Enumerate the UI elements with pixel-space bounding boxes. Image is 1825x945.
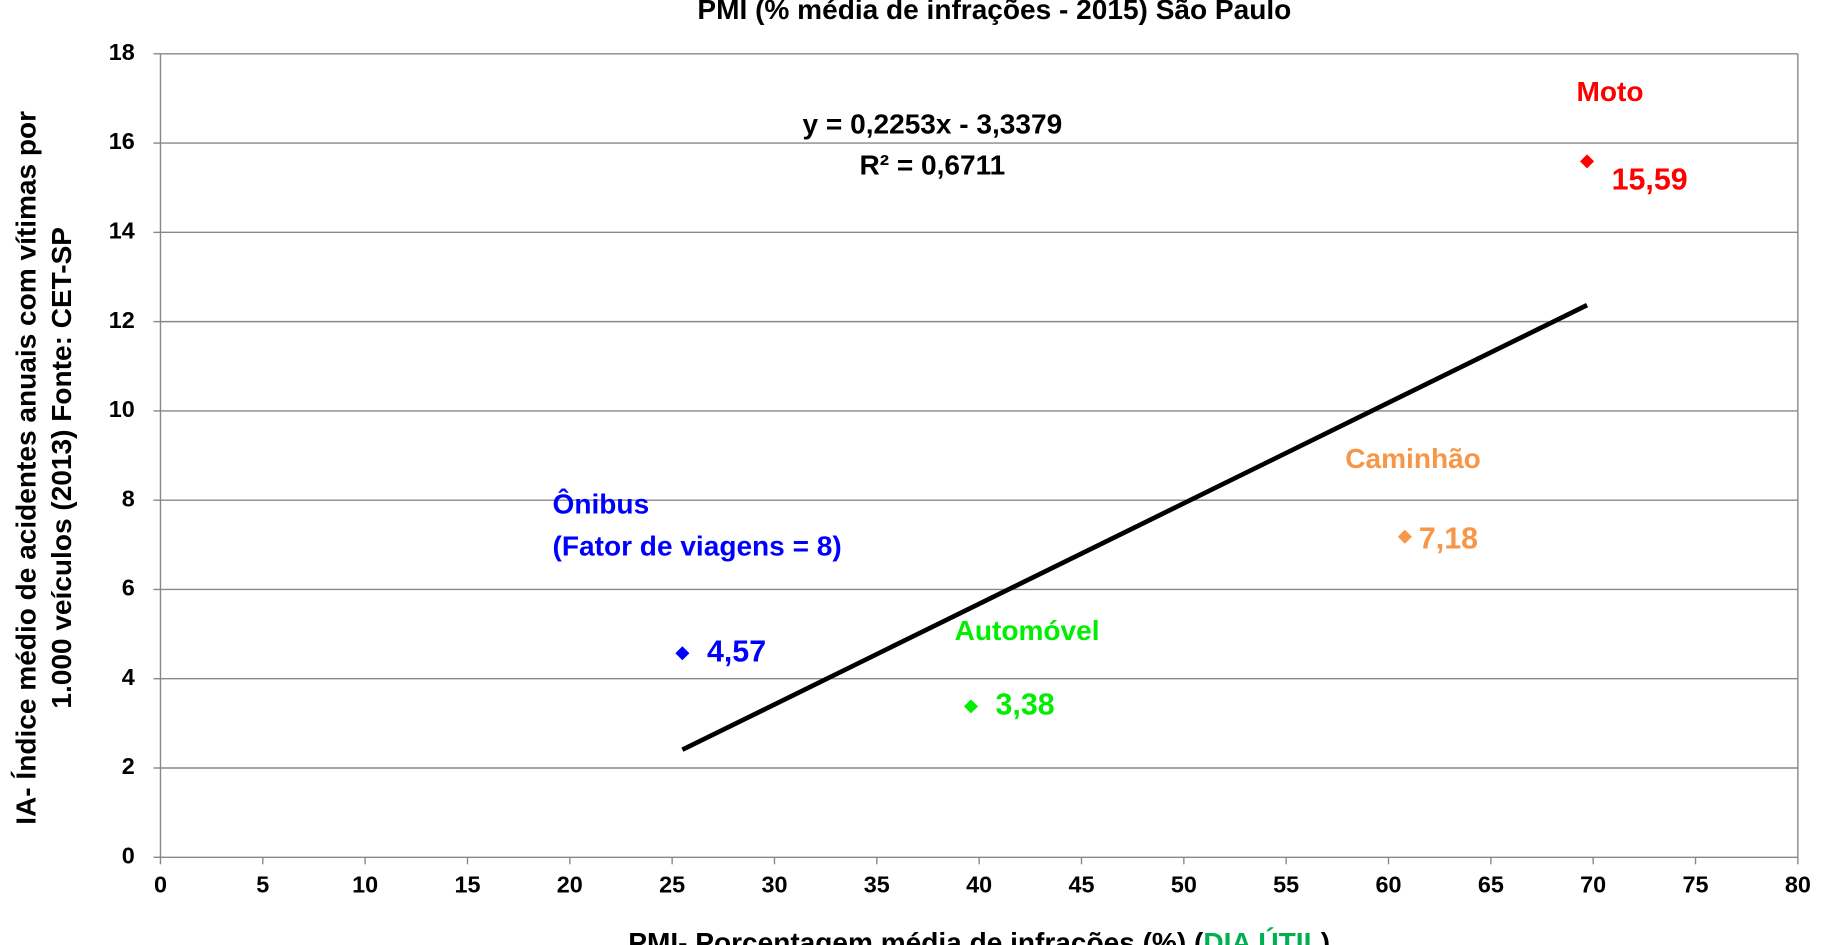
x-axis-label: PMI- Porcentagem média de infrações (%) … [628,927,1330,945]
x-tick-label: 25 [659,872,685,898]
x-tick-label: 10 [352,872,378,898]
y-label-line: IA- Índice médio de acidentes anuais com… [11,111,42,825]
x-tick-label: 0 [154,872,167,898]
value-label: 3,38 [996,687,1055,721]
y-tick-label: 8 [122,485,135,511]
x-label-part: PMI- Porcentagem média de infrações (%) … [628,927,1204,945]
y-tick-label: 16 [109,128,135,154]
point [1580,154,1595,169]
x-tick-label: 30 [761,872,787,898]
y-tick-label: 10 [109,396,135,422]
x-label-highlight: DIA ÚTIL [1203,927,1320,945]
x-tick-label: 35 [864,872,890,898]
y-tick-label: 2 [122,753,135,779]
x-tick-label: 80 [1785,872,1811,898]
x-tick-label: 65 [1478,872,1504,898]
point [675,646,690,661]
value-label: 7,18 [1419,521,1478,555]
y-tick-label: 6 [122,575,135,601]
x-tick-label: 15 [454,872,480,898]
series-label: Ônibus [553,488,650,519]
y-tick-label: 12 [109,307,135,333]
value-label: 4,57 [707,634,766,668]
trend-equation: y = 0,2253x - 3,3379 [803,109,1063,140]
y-axis-label: IA- Índice médio de acidentes anuais com… [11,111,77,825]
series-label: Caminhão [1345,443,1481,474]
x-tick-label: 45 [1068,872,1094,898]
y-tick-label: 18 [109,39,135,65]
series-note: (Fator de viagens = 8) [553,530,842,561]
point [1397,529,1412,544]
y-tick-label: 4 [122,664,135,690]
x-tick-label: 20 [557,872,583,898]
x-label-part: ) [1321,927,1330,945]
x-tick-label: 60 [1376,872,1402,898]
chart-title: PMI (% média de infrações - 2015) São Pa… [697,0,1291,25]
y-tick-label: 0 [122,842,135,868]
x-tick-label: 50 [1171,872,1197,898]
series-label: Moto [1577,76,1644,107]
y-label-line: 1.000 veículos (2013) Fonte: CET-SP [46,227,77,709]
x-tick-label: 55 [1273,872,1299,898]
series-label: Automóvel [955,615,1100,646]
x-tick-label: 40 [966,872,992,898]
trendline [681,303,1589,752]
point [963,699,978,714]
x-tick-label: 70 [1580,872,1606,898]
y-tick-label: 14 [109,218,135,244]
x-tick-label: 5 [256,872,269,898]
value-label: 15,59 [1612,162,1688,196]
trend-r2: R² = 0,6711 [859,150,1005,181]
x-tick-label: 75 [1683,872,1709,898]
